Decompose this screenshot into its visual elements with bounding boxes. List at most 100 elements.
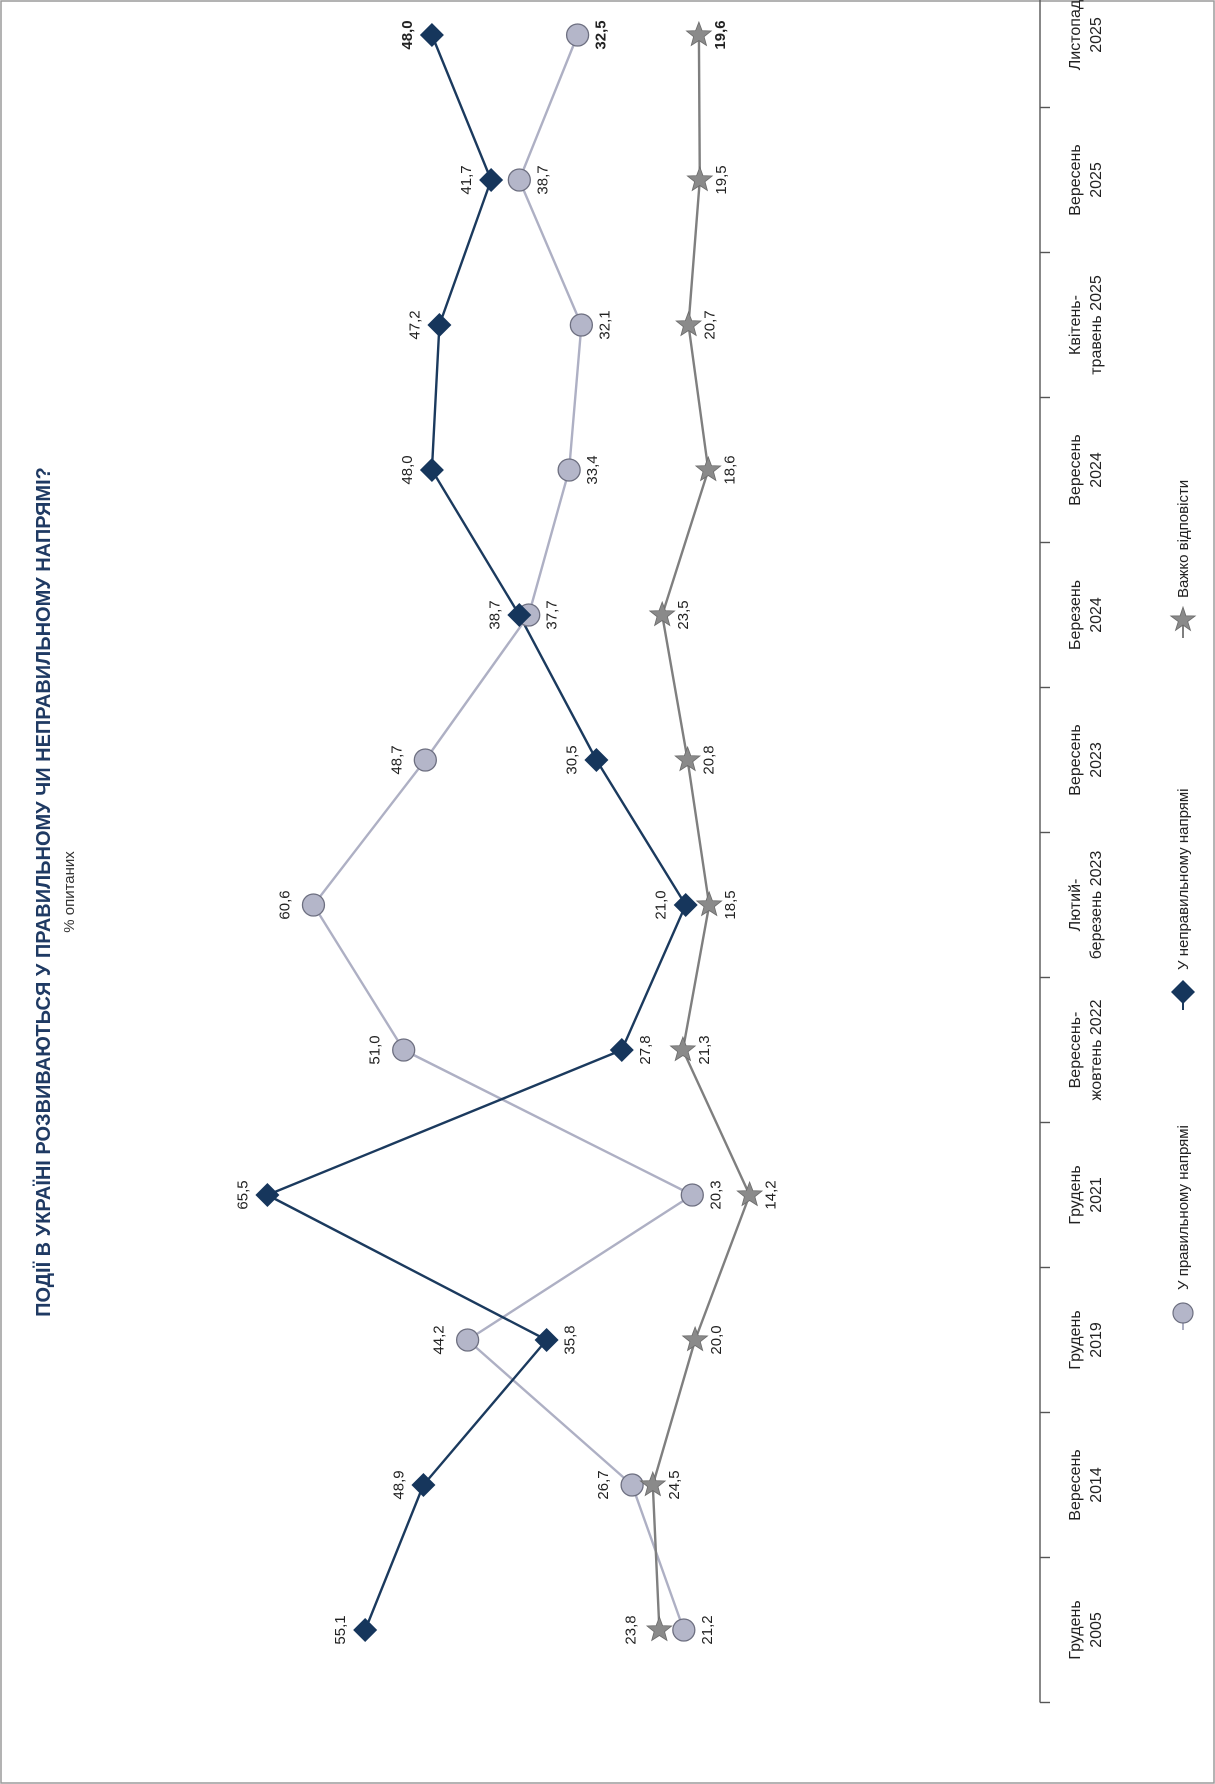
- chart-title: ПОДІЇ В УКРАЇНІ РОЗВИВАЮТЬСЯ У ПРАВИЛЬНО…: [32, 467, 55, 1317]
- data-point-diamond: [507, 603, 532, 627]
- category-label: Вересень: [1067, 144, 1084, 215]
- data-point-diamond: [584, 748, 609, 772]
- data-label: 20,0: [708, 1325, 725, 1354]
- data-point-diamond: [419, 23, 444, 47]
- data-point-star: [736, 1180, 764, 1207]
- legend-label-right-direction: У правильному напрямі: [1175, 1125, 1192, 1290]
- data-label: 23,8: [622, 1615, 639, 1644]
- data-point-star: [645, 1615, 673, 1642]
- data-label: 19,5: [713, 165, 730, 194]
- chart-subtitle: % опитаних: [61, 851, 78, 933]
- data-point-diamond: [479, 168, 504, 192]
- legend-star-icon: [1169, 605, 1197, 632]
- data-point-star: [681, 1325, 709, 1352]
- data-point-circle: [672, 1618, 696, 1642]
- category-label: Листопад: [1067, 0, 1084, 70]
- category-label: Березень: [1067, 580, 1084, 650]
- legend: У правильному напрямі У неправильному на…: [1169, 480, 1197, 1330]
- category-label: Лютий-: [1067, 879, 1084, 932]
- data-label: 44,2: [431, 1325, 448, 1354]
- data-point-star: [674, 745, 701, 772]
- data-label: 60,6: [276, 890, 293, 919]
- category-label: 2021: [1088, 1177, 1105, 1213]
- data-label: 37,7: [544, 600, 561, 629]
- category-label: Вересень: [1067, 724, 1084, 795]
- data-label: 32,5: [593, 20, 610, 49]
- data-point-star: [639, 1470, 667, 1497]
- data-point-circle: [680, 1183, 704, 1207]
- data-point-diamond: [673, 893, 698, 917]
- category-label: 2023: [1088, 742, 1105, 778]
- data-label: 32,1: [596, 310, 613, 339]
- data-point-circle: [620, 1473, 644, 1497]
- data-label: 14,2: [763, 1180, 780, 1209]
- data-point-star: [686, 165, 714, 192]
- data-label: 48,9: [390, 1470, 407, 1499]
- category-label: березень 2023: [1088, 851, 1105, 960]
- category-label: 2025: [1088, 17, 1105, 53]
- data-point-circle: [565, 23, 590, 47]
- data-point-diamond: [427, 313, 452, 337]
- data-label: 27,8: [637, 1035, 654, 1064]
- series-markers: [255, 20, 764, 1642]
- data-point-star: [675, 310, 702, 337]
- data-label: 18,6: [721, 455, 738, 484]
- data-label: 18,5: [722, 890, 739, 919]
- data-point-diamond: [534, 1328, 559, 1352]
- data-label: 19,6: [712, 20, 729, 49]
- legend-label-wrong-direction: У неправильному напрямі: [1175, 788, 1192, 970]
- data-label: 26,7: [595, 1470, 612, 1499]
- data-point-circle: [557, 458, 581, 482]
- data-label: 65,5: [234, 1180, 251, 1209]
- data-point-circle: [301, 893, 326, 917]
- data-label: 48,0: [399, 20, 416, 49]
- data-point-diamond: [255, 1183, 280, 1207]
- data-label: 38,7: [486, 600, 503, 629]
- category-label: 2014: [1088, 1467, 1105, 1503]
- legend-label-hard-to-say: Важко відповісти: [1175, 480, 1192, 598]
- legend-item-hard-to-say: Важко відповісти: [1169, 480, 1197, 638]
- data-label: 20,8: [701, 745, 718, 774]
- data-label: 41,7: [458, 165, 475, 194]
- series-lines: [266, 34, 751, 1631]
- data-point-star: [695, 890, 723, 917]
- category-label: Квітень-: [1067, 295, 1084, 355]
- data-label: 20,3: [707, 1180, 724, 1209]
- category-label: Вересень-: [1067, 1012, 1084, 1089]
- category-label: 2024: [1088, 597, 1105, 633]
- legend-item-right-direction: У правильному напрямі: [1172, 1125, 1194, 1330]
- series-line: [312, 34, 694, 1631]
- category-label: Вересень: [1067, 434, 1084, 505]
- data-point-star: [669, 1035, 697, 1062]
- legend-item-wrong-direction: У неправильному напрямі: [1171, 788, 1195, 1010]
- category-label: Грудень: [1067, 1165, 1084, 1224]
- data-label: 23,5: [675, 600, 692, 629]
- data-label: 24,5: [666, 1470, 683, 1499]
- data-label: 51,0: [367, 1035, 384, 1064]
- category-label: 2025: [1088, 162, 1105, 198]
- data-point-diamond: [419, 458, 444, 482]
- data-point-circle: [507, 168, 531, 192]
- data-label: 35,8: [562, 1325, 579, 1354]
- data-label: 33,4: [584, 455, 601, 484]
- data-label: 21,0: [653, 890, 670, 919]
- data-label: 21,2: [699, 1615, 716, 1644]
- category-label: 2005: [1088, 1612, 1105, 1648]
- data-point-circle: [413, 748, 437, 772]
- data-point-circle: [569, 313, 594, 337]
- data-point-diamond: [609, 1038, 634, 1062]
- data-label: 38,7: [534, 165, 551, 194]
- data-point-diamond: [411, 1473, 436, 1497]
- series-line: [266, 34, 687, 1631]
- data-label: 20,7: [701, 310, 718, 339]
- category-label: Грудень: [1067, 1310, 1084, 1369]
- data-label: 48,7: [388, 745, 405, 774]
- category-label: 2024: [1088, 452, 1105, 488]
- data-label: 21,3: [696, 1035, 713, 1064]
- data-label: 47,2: [406, 310, 423, 339]
- data-labels: 21,2 26,7 44,2 20,3 51,0 60,6 48,7 37,7 33,4 32,1…: [234, 20, 779, 1644]
- data-point-star: [694, 455, 722, 482]
- data-point-circle: [392, 1038, 416, 1062]
